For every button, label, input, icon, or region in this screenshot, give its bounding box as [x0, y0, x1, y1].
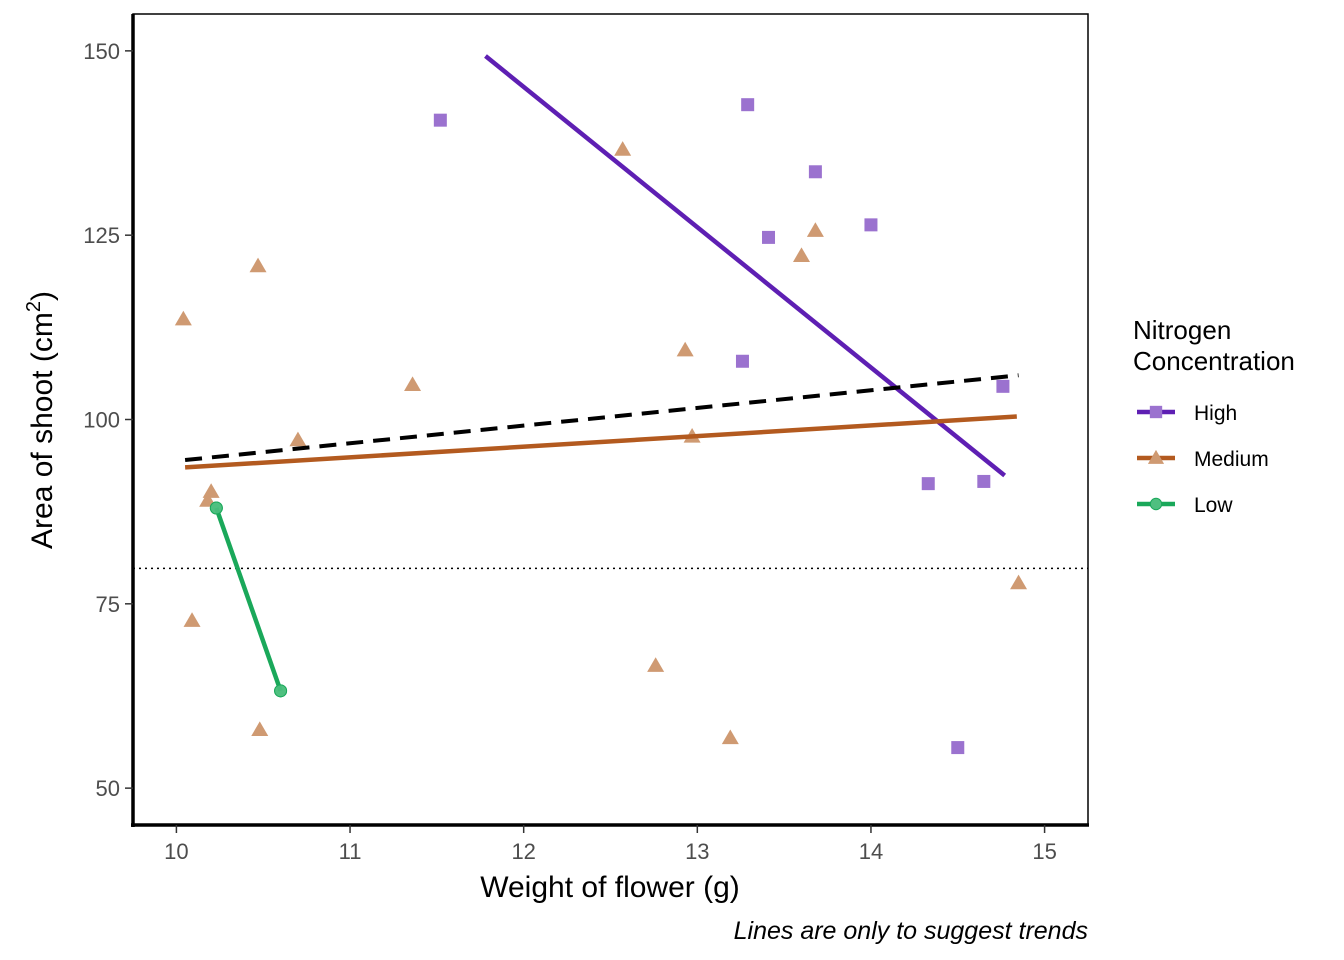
- y-axis-title-exponent: 2: [23, 301, 45, 312]
- data-point-high: [735, 354, 749, 368]
- x-tick-label: 10: [164, 839, 188, 864]
- legend-label-medium: Medium: [1194, 448, 1269, 471]
- y-axis-title-unit: cm: [26, 312, 59, 352]
- y-axis-title-close-paren: ): [26, 291, 59, 301]
- data-point-medium: [721, 729, 739, 745]
- data-point-low-overlay: [274, 684, 288, 698]
- chart-caption: Lines are only to suggest trends: [734, 917, 1088, 945]
- y-tick-label: 150: [83, 39, 120, 64]
- axes-layer: [131, 14, 1089, 827]
- data-point-medium: [614, 141, 632, 156]
- legend-label-low: Low: [1194, 494, 1233, 517]
- data-point-medium: [183, 612, 201, 627]
- legend-title-line1: Nitrogen: [1133, 315, 1231, 345]
- data-point-high: [808, 165, 822, 179]
- data-point-medium: [199, 492, 217, 507]
- plot-border: [132, 13, 1089, 826]
- legend-key-marker-high: [1149, 405, 1163, 419]
- legend-item-medium: Medium: [1137, 448, 1269, 471]
- y-axis-title: Area of shoot (cm2): [23, 291, 59, 549]
- data-point-medium: [289, 431, 307, 447]
- y-tick-label: 75: [96, 592, 120, 617]
- data-point-high: [741, 98, 755, 112]
- data-point-medium: [174, 310, 192, 326]
- legend-title-line2: Concentration: [1133, 346, 1295, 376]
- data-point-high: [433, 113, 447, 127]
- data-point-medium: [404, 376, 422, 391]
- plot-area: [132, 13, 1089, 826]
- overall-trend-line: [184, 373, 1019, 463]
- data-point-high: [951, 741, 965, 755]
- y-ticks: 50 75 100 125 150: [83, 39, 133, 801]
- legend-items: High Medium Low: [1137, 402, 1269, 517]
- data-point-medium: [647, 657, 665, 672]
- trend-line-medium: [184, 414, 1017, 470]
- x-ticks: 10 11 12 13 14 15: [164, 825, 1057, 864]
- legend-key-marker-low: [1149, 497, 1163, 511]
- data-point-medium: [806, 222, 824, 237]
- x-tick-label: 15: [1032, 839, 1056, 864]
- y-tick-label: 100: [83, 408, 120, 433]
- legend-label-high: High: [1194, 402, 1237, 425]
- x-tick-label: 14: [859, 839, 883, 864]
- data-point-medium: [251, 721, 269, 737]
- trend-line-high: [484, 54, 1007, 478]
- y-axis-title-open-paren: (: [26, 352, 59, 362]
- trend-line-low: [214, 507, 283, 692]
- y-axis-title-main: Area of shoot: [26, 370, 59, 549]
- data-point-medium: [202, 483, 220, 498]
- legend-item-high: High: [1137, 402, 1237, 425]
- x-axis-title: Weight of flower (g): [480, 871, 740, 904]
- data-point-medium: [676, 341, 694, 357]
- x-tick-label: 12: [511, 839, 535, 864]
- x-tick-label: 13: [685, 839, 709, 864]
- x-tick-label: 11: [339, 839, 362, 864]
- legend: Nitrogen Concentration High Medium Low: [1133, 315, 1295, 517]
- data-point-high: [921, 477, 935, 491]
- legend-key-marker-medium: [1147, 449, 1165, 464]
- legend-item-low: Low: [1137, 494, 1233, 517]
- data-point-medium: [1010, 574, 1028, 590]
- trend-lines-layer: [184, 54, 1019, 698]
- data-point-high: [996, 379, 1010, 393]
- y-tick-label: 125: [83, 223, 120, 248]
- data-point-low-overlay: [209, 501, 223, 515]
- data-point-medium: [249, 257, 267, 273]
- data-point-high: [977, 474, 991, 488]
- y-tick-label: 50: [96, 776, 120, 801]
- data-point-high: [762, 230, 776, 244]
- data-point-medium: [793, 247, 810, 262]
- data-point-high: [864, 218, 878, 232]
